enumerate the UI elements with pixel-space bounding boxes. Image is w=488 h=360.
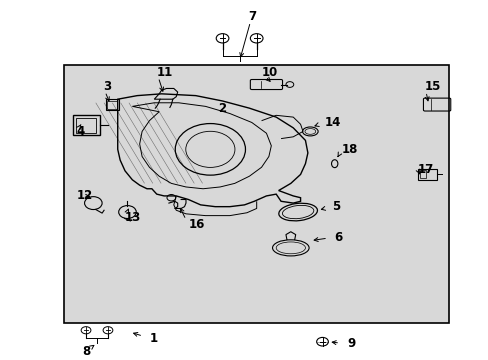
Bar (76, 118, 96, 132)
Text: 11: 11 (157, 66, 173, 79)
Bar (64, 65, 448, 323)
Bar (107, 101, 117, 108)
Bar (417, 169, 436, 180)
Text: 13: 13 (125, 211, 141, 224)
Text: 12: 12 (76, 189, 92, 202)
Text: 18: 18 (341, 143, 358, 156)
Text: 9: 9 (346, 337, 354, 350)
Text: 5: 5 (331, 200, 340, 213)
Text: 7: 7 (247, 10, 255, 23)
Bar (73, 115, 100, 135)
Text: 3: 3 (103, 80, 111, 93)
Text: 16: 16 (188, 218, 204, 231)
Bar (64, 65, 448, 323)
Text: 14: 14 (325, 116, 341, 129)
Bar (105, 99, 119, 110)
Text: 1: 1 (149, 332, 157, 345)
Text: 10: 10 (261, 66, 277, 79)
Text: 17: 17 (417, 163, 433, 176)
Text: 15: 15 (424, 80, 440, 93)
Text: 2: 2 (217, 102, 225, 114)
Text: 6: 6 (334, 231, 342, 244)
Bar (419, 171, 425, 178)
Text: 4: 4 (76, 125, 84, 138)
Text: 8: 8 (81, 345, 90, 357)
